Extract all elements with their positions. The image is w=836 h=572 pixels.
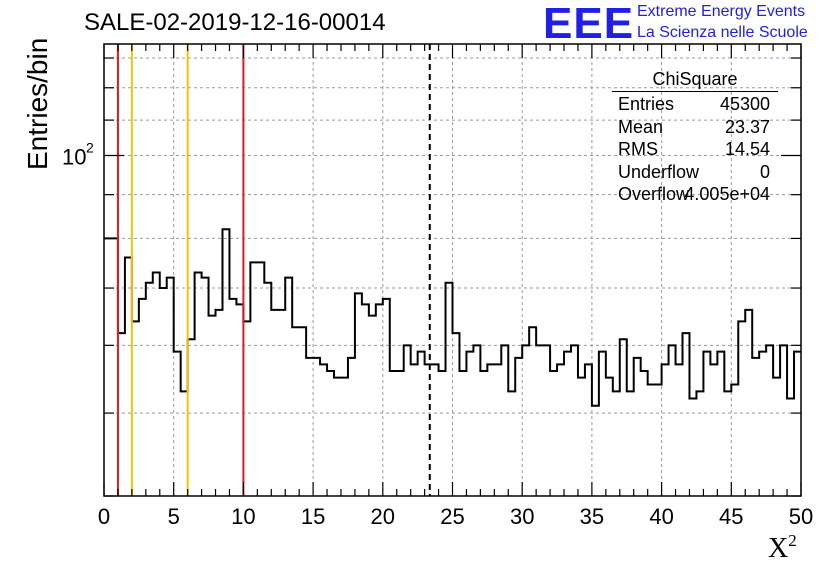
x-axis-label-base: X <box>768 533 789 564</box>
x-axis-label-sup: 2 <box>788 531 797 550</box>
y-tick-label-exponent: 2 <box>86 140 94 156</box>
x-tick-label: 50 <box>789 504 813 529</box>
stats-value: 14.54 <box>724 139 770 159</box>
stats-value: 4.005e+04 <box>684 184 770 204</box>
stats-value: 0 <box>759 161 770 182</box>
x-tick-label: 35 <box>580 504 604 529</box>
stats-row-entries: Entries 45300 <box>612 93 778 116</box>
stats-key: Overflow <box>618 184 690 204</box>
x-tick-label: 20 <box>371 504 395 529</box>
x-tick-label: 25 <box>440 504 464 529</box>
x-tick-label: 0 <box>98 504 110 529</box>
stats-key: Entries <box>618 94 675 114</box>
x-tick-label: 10 <box>231 504 255 529</box>
stats-key: RMS <box>618 139 658 159</box>
x-tick-label: 45 <box>719 504 743 529</box>
stats-key: Underflow <box>618 161 700 182</box>
x-tick-label: 30 <box>510 504 534 529</box>
x-axis-label: X2 <box>768 531 797 565</box>
stats-box: ChiSquare Entries 45300 Mean 23.37 RMS 1… <box>612 67 778 206</box>
x-tick-label: 15 <box>301 504 325 529</box>
stats-key: Mean <box>618 116 664 137</box>
stats-row-mean: Mean 23.37 <box>612 116 778 139</box>
stats-row-rms: RMS 14.54 <box>612 138 778 161</box>
y-tick-label-base: 10 <box>62 145 86 170</box>
histogram-series <box>104 228 801 407</box>
y-axis-label: Entries/bin <box>22 37 53 170</box>
stats-title: ChiSquare <box>612 67 778 92</box>
logo-line-2: La Scienza nelle Scuole <box>637 24 808 41</box>
stats-row-overflow: Overflow 4.005e+04 <box>612 183 778 206</box>
x-tick-label: 5 <box>168 504 180 529</box>
stats-value: 23.37 <box>724 116 770 137</box>
x-tick-label: 40 <box>649 504 673 529</box>
plot-title: SALE-02-2019-12-16-00014 <box>84 9 386 36</box>
stats-row-underflow: Underflow 0 <box>612 161 778 184</box>
stats-value: 45300 <box>719 94 770 114</box>
logo-line-1: Extreme Energy Events <box>637 3 806 20</box>
eee-logo: EEE <box>543 0 635 48</box>
